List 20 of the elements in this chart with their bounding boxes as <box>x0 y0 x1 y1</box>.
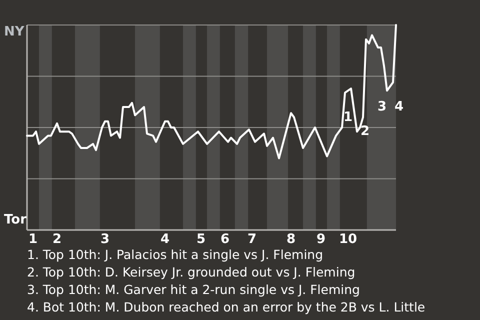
x-tick-label: 2 <box>52 232 62 247</box>
x-tick-label: 4 <box>160 232 170 247</box>
text: 4. Bot 10th: M. Dubon reached on an error by the 2B vs L. Little <box>27 300 426 314</box>
x-tick-label: 1 <box>28 232 38 247</box>
x-tick-label: 7 <box>247 232 257 247</box>
x-tick-label: 8 <box>286 232 296 247</box>
x-tick-label: 6 <box>220 232 230 247</box>
annotation: 3 <box>377 100 387 115</box>
x-tick-label: 10 <box>338 232 358 247</box>
text: Tor <box>4 212 28 228</box>
x-tick-label: 3 <box>100 232 110 247</box>
text: 1. Top 10th: J. Palacios hit a single vs J. Fleming <box>27 247 324 262</box>
text: 2. Top 10th: D. Keirsey Jr. grounded out vs J. Fleming <box>27 264 356 280</box>
annotation: 2 <box>360 124 370 140</box>
text: 3. Top 10th: M. Garver hit a 2-run single vs J. Fleming <box>27 282 360 297</box>
text: NY <box>4 24 25 40</box>
x-tick-label: 5 <box>196 232 206 247</box>
x-tick-label: 9 <box>316 232 326 247</box>
annotation: 1 <box>343 110 353 125</box>
annotation: 4 <box>394 100 404 115</box>
